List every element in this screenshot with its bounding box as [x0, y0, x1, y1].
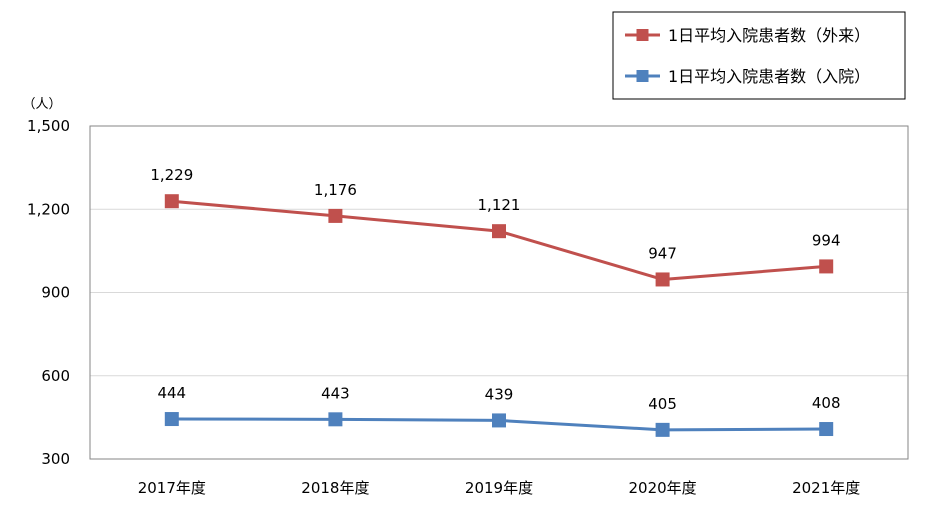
series-0: 1,229 1,176 1,121 947 994 [150, 166, 841, 287]
x-axis-tick-labels: 2017年度 2018年度 2019年度 2020年度 2021年度 [138, 479, 861, 497]
y-tick-label: 600 [41, 367, 70, 385]
y-axis-unit-label: （人） [22, 97, 61, 112]
x-tick-label: 2019年度 [465, 479, 533, 497]
legend-box [612, 11, 906, 100]
data-label: 1,121 [478, 196, 521, 214]
data-point-marker [164, 194, 179, 209]
data-label: 439 [485, 385, 514, 403]
data-label: 994 [812, 231, 841, 249]
x-tick-label: 2017年度 [138, 479, 206, 497]
y-tick-label: 1,200 [27, 200, 70, 218]
legend-label: 1日平均入院患者数（外来） [668, 26, 870, 45]
plot-area-border [89, 125, 909, 460]
series-1: 444 443 439 405 408 [157, 384, 841, 437]
data-label: 444 [157, 384, 186, 402]
data-point-marker [492, 413, 506, 428]
legend: 1日平均入院患者数（外来） 1日平均入院患者数（入院） [612, 11, 906, 100]
data-point-marker [164, 412, 179, 427]
data-point-marker [328, 208, 343, 223]
y-tick-label: 1,500 [27, 117, 70, 135]
x-tick-label: 2018年度 [301, 479, 369, 497]
data-series: 1,229 1,176 1,121 947 994 444 443 439 405 408 [150, 166, 841, 437]
data-label: 405 [648, 395, 677, 413]
legend-swatch-marker [636, 70, 649, 82]
data-label: 443 [321, 384, 350, 402]
data-point-marker [492, 224, 506, 239]
x-tick-label: 2021年度 [792, 479, 860, 497]
data-point-marker [819, 422, 834, 437]
data-label: 947 [648, 244, 677, 262]
data-point-marker [655, 422, 670, 437]
data-point-marker [819, 259, 834, 274]
legend-swatch-marker [636, 29, 649, 41]
grid-lines [90, 208, 908, 377]
data-point-marker [328, 412, 343, 427]
y-axis-tick-labels: 300 600 900 1,200 1,500 [27, 117, 70, 468]
legend-label: 1日平均入院患者数（入院） [668, 67, 870, 86]
data-label: 408 [812, 394, 841, 412]
y-tick-label: 900 [41, 284, 70, 302]
x-tick-label: 2020年度 [629, 479, 697, 497]
data-label: 1,176 [314, 181, 357, 199]
data-point-marker [655, 272, 670, 287]
data-label: 1,229 [150, 166, 193, 184]
y-tick-label: 300 [41, 450, 70, 468]
